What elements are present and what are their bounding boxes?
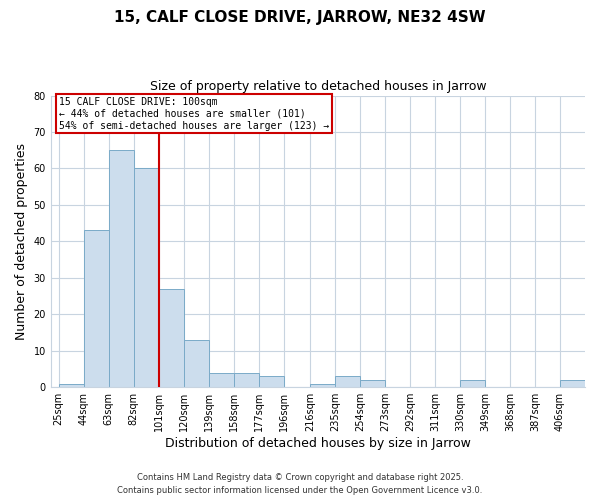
Text: 15, CALF CLOSE DRIVE, JARROW, NE32 4SW: 15, CALF CLOSE DRIVE, JARROW, NE32 4SW	[114, 10, 486, 25]
Bar	[59, 384, 83, 387]
Bar	[83, 230, 109, 387]
X-axis label: Distribution of detached houses by size in Jarrow: Distribution of detached houses by size …	[165, 437, 471, 450]
Text: 15 CALF CLOSE DRIVE: 100sqm
← 44% of detached houses are smaller (101)
54% of se: 15 CALF CLOSE DRIVE: 100sqm ← 44% of det…	[59, 98, 329, 130]
Bar	[259, 376, 284, 387]
Bar	[209, 372, 233, 387]
Bar	[360, 380, 385, 387]
Bar	[233, 372, 259, 387]
Bar	[109, 150, 134, 387]
Text: Contains HM Land Registry data © Crown copyright and database right 2025.
Contai: Contains HM Land Registry data © Crown c…	[118, 474, 482, 495]
Bar	[560, 380, 585, 387]
Bar	[460, 380, 485, 387]
Bar	[158, 289, 184, 387]
Bar	[134, 168, 158, 387]
Y-axis label: Number of detached properties: Number of detached properties	[15, 143, 28, 340]
Title: Size of property relative to detached houses in Jarrow: Size of property relative to detached ho…	[149, 80, 486, 93]
Bar	[310, 384, 335, 387]
Bar	[184, 340, 209, 387]
Bar	[335, 376, 360, 387]
